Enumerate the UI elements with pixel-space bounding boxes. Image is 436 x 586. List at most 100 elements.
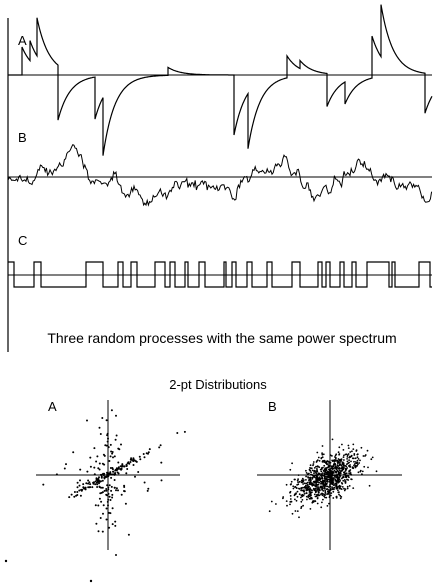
- scatter-point: [106, 500, 109, 503]
- scatter-point: [334, 465, 337, 468]
- scatter-point: [93, 447, 96, 450]
- scatter-point: [336, 475, 339, 478]
- scatter-point: [337, 462, 339, 465]
- scatter-point: [121, 464, 124, 467]
- scatter-point: [348, 472, 350, 475]
- scatter-point: [318, 460, 321, 462]
- scatter-point: [335, 485, 337, 488]
- scatter-point: [318, 494, 321, 497]
- scatter-point: [328, 496, 331, 499]
- scatter-point: [336, 476, 339, 479]
- scatter-point: [120, 493, 123, 496]
- scatter-point: [114, 520, 117, 523]
- scatter-point: [352, 487, 355, 489]
- scatter-point: [282, 497, 284, 500]
- scatter-point: [84, 488, 87, 491]
- scatter-point: [290, 480, 293, 483]
- scatter-point: [321, 489, 323, 491]
- scatter-point: [107, 504, 109, 507]
- scatter-point: [297, 478, 299, 481]
- scatter-point: [316, 502, 319, 505]
- stray-dot: [4, 559, 8, 563]
- scatter-point: [350, 460, 352, 463]
- scatter-point: [328, 469, 331, 471]
- scatter-point: [114, 438, 117, 441]
- scatter-point: [98, 497, 101, 500]
- scatter-point: [101, 530, 104, 533]
- scatter-point: [108, 511, 110, 514]
- scatter-point: [329, 470, 332, 473]
- scatter-point: [107, 492, 110, 495]
- scatter-point: [330, 492, 333, 494]
- scatter-point: [289, 468, 292, 471]
- scatter-point: [303, 482, 306, 485]
- scatter-point: [294, 485, 297, 488]
- trace-b-curve: [7, 144, 433, 207]
- scatter-point: [346, 454, 349, 457]
- scatter-point: [115, 434, 118, 437]
- scatter-point: [356, 459, 359, 462]
- scatter-point: [356, 456, 359, 459]
- scatter-point: [289, 490, 292, 493]
- scatter-point: [328, 486, 330, 488]
- scatter-point: [360, 446, 363, 449]
- scatter-point: [126, 468, 129, 470]
- scatter-point: [109, 455, 112, 458]
- scatter-point: [350, 473, 353, 476]
- scatter-point: [353, 460, 355, 463]
- scatter-point: [107, 488, 110, 491]
- scatter-point: [338, 484, 341, 487]
- scatter-point: [345, 468, 347, 471]
- scatter-point: [63, 467, 66, 470]
- scatter-point: [321, 452, 323, 455]
- scatter-point: [356, 453, 359, 456]
- scatter-point: [87, 482, 90, 485]
- scatter-point: [89, 483, 92, 486]
- scatter-point: [143, 481, 146, 484]
- scatter-point: [111, 493, 114, 496]
- scatter-point: [115, 489, 117, 492]
- scatter-point: [339, 497, 342, 500]
- scatter-point: [106, 473, 109, 476]
- scatter-point: [324, 477, 327, 480]
- scatter-point: [298, 516, 300, 519]
- scatter-point: [76, 494, 79, 496]
- scatter-point: [332, 463, 335, 466]
- scatter-point: [289, 495, 292, 497]
- scatter-point: [113, 473, 116, 476]
- scatter-point: [294, 493, 297, 496]
- scatter-point: [343, 466, 345, 468]
- scatter-point: [343, 489, 346, 492]
- scatter-point: [139, 458, 142, 461]
- scatter-point: [296, 495, 299, 498]
- scatter-point: [106, 471, 108, 474]
- scatter-point: [308, 472, 310, 475]
- scatter-point: [81, 488, 84, 491]
- scatter-point: [309, 508, 312, 510]
- scatter-point: [323, 485, 326, 488]
- scatter-point: [313, 475, 316, 478]
- scatter-point: [98, 462, 101, 465]
- scatter-point: [78, 484, 81, 487]
- scatter-point: [331, 488, 334, 491]
- scatter-point: [95, 460, 98, 463]
- scatter-point: [339, 475, 342, 477]
- scatter-point: [76, 481, 79, 484]
- scatter-point: [117, 461, 120, 464]
- scatter-point: [317, 488, 319, 490]
- scatter-point: [132, 459, 135, 462]
- scatter-point: [312, 463, 315, 465]
- scatter-point: [68, 496, 71, 499]
- scatter-point: [98, 482, 100, 485]
- scatter-point: [305, 479, 307, 481]
- scatter-point: [350, 478, 352, 480]
- scatter-point: [335, 470, 338, 473]
- scatter-point: [305, 495, 308, 498]
- scatter-point: [93, 466, 96, 469]
- scatter-point: [340, 470, 342, 473]
- scatter-point: [332, 465, 335, 468]
- scatter-point: [296, 490, 299, 493]
- scatter-point: [337, 467, 340, 470]
- scatter-point: [317, 473, 320, 476]
- scatter-point: [347, 447, 350, 449]
